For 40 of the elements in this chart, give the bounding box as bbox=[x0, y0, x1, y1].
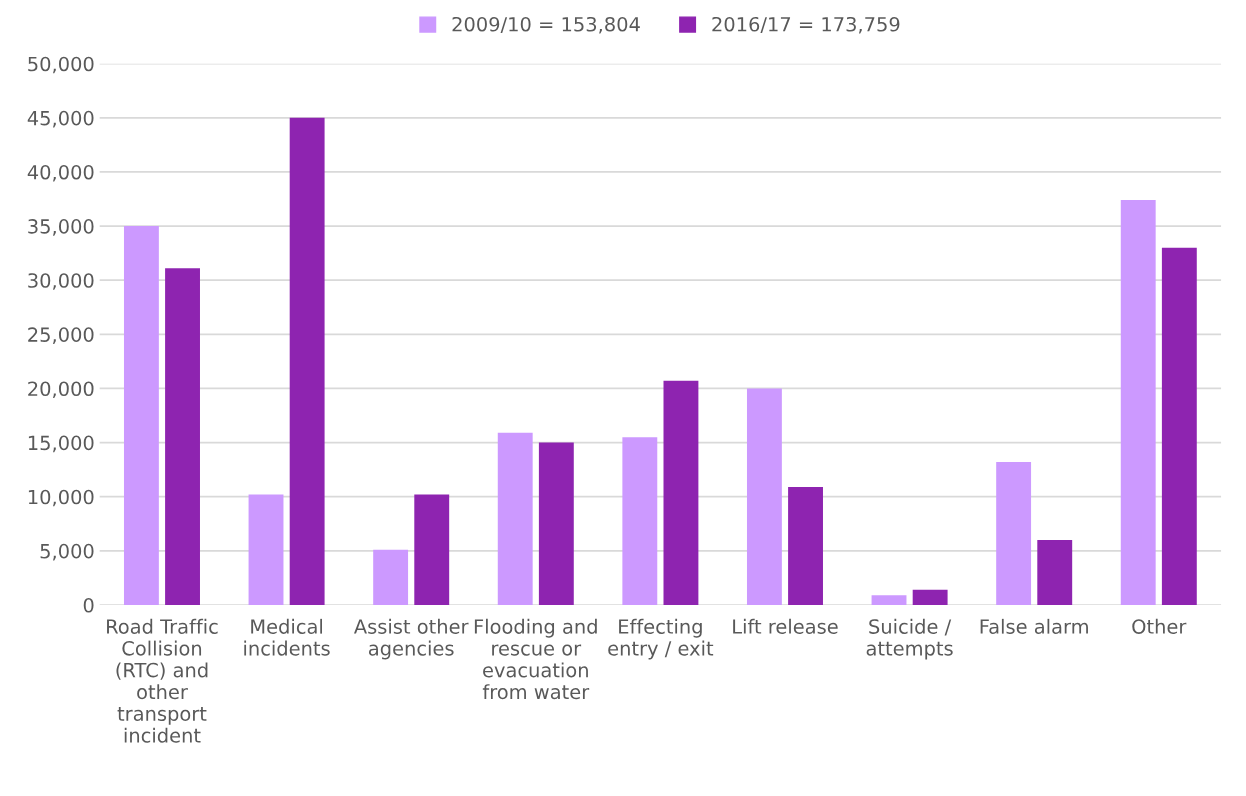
x-tick-label: Medical incidents bbox=[244, 618, 330, 656]
bar bbox=[1120, 200, 1156, 605]
x-tick-label: Flooding and rescue or evacuation from water bbox=[474, 618, 597, 700]
bar bbox=[622, 437, 658, 605]
y-tick-label: 50,000 bbox=[28, 56, 94, 74]
y-tick-label: 5,000 bbox=[40, 543, 94, 561]
bar bbox=[289, 117, 325, 605]
y-tick-label: 30,000 bbox=[28, 273, 94, 290]
y-tick-label: 15,000 bbox=[28, 435, 94, 453]
bar bbox=[414, 494, 450, 605]
bar bbox=[497, 432, 533, 605]
x-tick-label: Effecting entry / exit bbox=[608, 618, 714, 660]
bar bbox=[373, 549, 409, 605]
bar bbox=[165, 268, 200, 605]
y-tick-label: 45,000 bbox=[27, 110, 94, 128]
bar bbox=[1161, 247, 1197, 605]
bar bbox=[663, 380, 699, 605]
legend-label: 2016/17 = 173,759 bbox=[712, 16, 900, 34]
y-tick-label: 35,000 bbox=[28, 219, 94, 236]
bar bbox=[538, 442, 574, 605]
y-tick-label: 25,000 bbox=[28, 327, 94, 344]
legend-label: 2009/10 = 153,804 bbox=[452, 16, 640, 34]
bar bbox=[746, 388, 782, 605]
x-tick-label: Road Traffic Collision (RTC) and other transport incident bbox=[107, 618, 218, 743]
x-tick-label: False alarm bbox=[980, 618, 1088, 634]
bar bbox=[1037, 540, 1073, 605]
bar bbox=[912, 589, 948, 605]
y-tick-label: 10,000 bbox=[28, 489, 94, 507]
bar bbox=[871, 595, 907, 605]
bar bbox=[248, 494, 284, 605]
y-tick-label: 20,000 bbox=[28, 381, 94, 399]
x-tick-label: Lift release bbox=[733, 618, 838, 634]
x-tick-label: Assist other agencies bbox=[353, 618, 469, 660]
x-tick-label: Other bbox=[1132, 618, 1187, 634]
y-tick-label: 40,000 bbox=[27, 164, 94, 182]
bar bbox=[788, 486, 823, 605]
bar bbox=[123, 226, 159, 605]
x-tick-label: Suicide / attempts bbox=[866, 618, 953, 660]
bar bbox=[996, 462, 1032, 605]
y-tick-label: 0 bbox=[83, 597, 94, 613]
